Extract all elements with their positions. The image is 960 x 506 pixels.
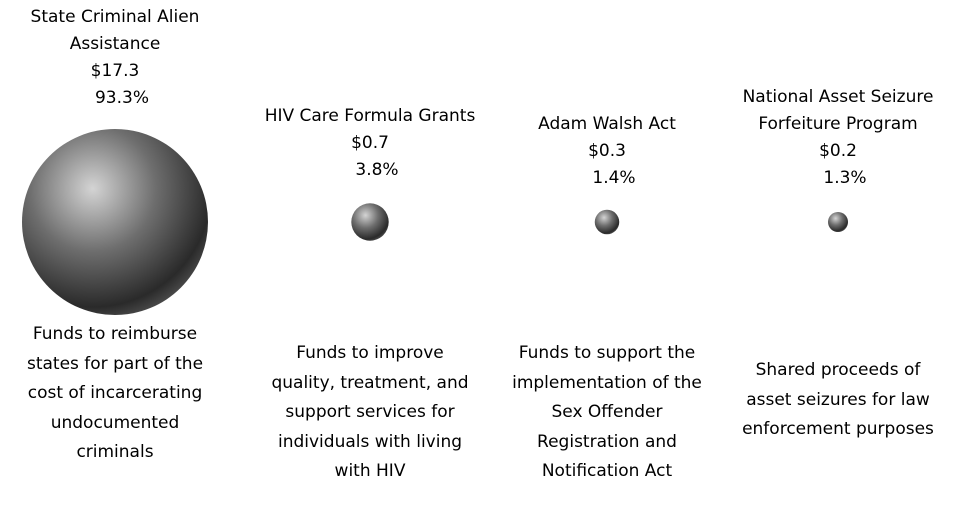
value-label: $0.3 <box>588 141 626 161</box>
category-label: State Criminal Alien Assistance <box>30 7 200 54</box>
value-label: $0.2 <box>819 141 857 161</box>
description: Funds to support the implementation of t… <box>512 343 702 481</box>
label-block: HIV Care Formula Grants $0.7 3.8% <box>235 103 505 184</box>
description: Funds to reimburse states for part of th… <box>26 324 204 462</box>
share-label: 1.4% <box>592 168 636 188</box>
share-label: 3.8% <box>355 160 399 180</box>
description: Funds to improve quality, treatment, and… <box>271 343 469 481</box>
bubble <box>22 129 208 315</box>
bubble <box>594 209 620 235</box>
bubble <box>828 212 848 232</box>
label-block: State Criminal Alien Assistance $17.3 93.3… <box>0 4 230 112</box>
share-label: 93.3% <box>94 88 149 108</box>
share-label: 1.3% <box>823 168 867 188</box>
bubble <box>351 203 389 241</box>
category-label: Adam Walsh Act <box>538 114 676 134</box>
category-label: National Asset Seizure Forfeiture Progra… <box>742 87 934 134</box>
value-label: $17.3 <box>90 61 140 81</box>
category-label: HIV Care Formula Grants <box>264 106 476 126</box>
label-block: Adam Walsh Act $0.3 1.4% <box>507 111 707 192</box>
description: Shared proceeds of asset seizures for la… <box>742 360 934 439</box>
label-block: National Asset Seizure Forfeiture Progra… <box>723 84 953 192</box>
value-label: $0.7 <box>351 133 389 153</box>
